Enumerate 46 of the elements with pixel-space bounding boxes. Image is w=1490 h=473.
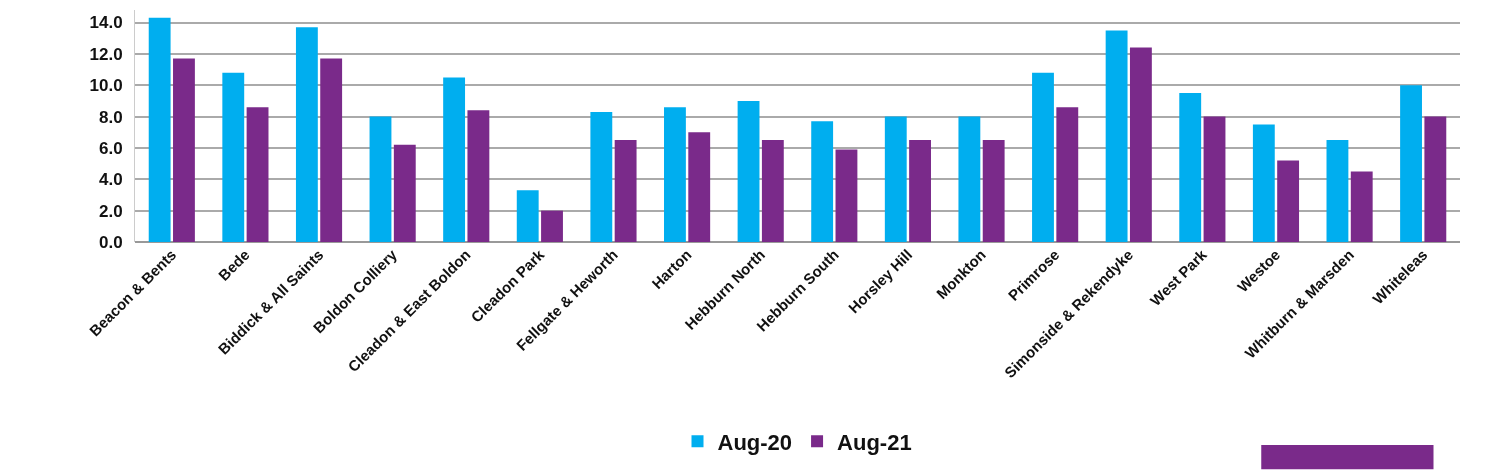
y-tick-label: 10.0 [89,76,123,96]
y-tick-label: 6.0 [98,138,123,158]
bar [614,140,637,242]
bar [1105,30,1128,242]
bar [737,100,760,242]
bar [1252,124,1275,242]
bar [1350,171,1373,242]
bar [590,111,613,242]
bar [173,58,195,242]
bar [1129,47,1152,242]
y-tick-label: 4.0 [98,170,123,190]
bar [393,144,416,242]
bar [516,190,539,242]
bar [1203,116,1226,242]
y-tick-label: 14.0 [89,13,123,33]
bar [884,116,907,242]
bar [295,27,318,242]
bar [1326,140,1349,242]
bar [148,17,171,242]
bar [320,58,343,242]
legend-label: Aug-20 [717,429,793,455]
y-tick-label: 0.0 [98,232,123,252]
bar [811,121,834,242]
y-tick-label: 12.0 [89,44,123,64]
bar [761,140,784,242]
bar [1424,116,1447,242]
y-tick-label: 8.0 [98,107,123,127]
bar [1179,93,1202,242]
bar [664,107,686,242]
bar [1277,160,1300,242]
bar [1056,107,1079,242]
bar [222,72,245,242]
y-tick-label: 2.0 [98,201,123,221]
bar [1032,72,1054,242]
bar [909,140,931,242]
bar [1400,85,1422,242]
bar [369,116,392,242]
legend-label: Aug-21 [837,429,912,455]
bar [982,140,1005,242]
bar [443,77,466,242]
bar [835,149,858,242]
bar [688,132,711,242]
bar [246,107,269,242]
bar [541,210,563,242]
bar [958,116,981,242]
bar [467,110,490,242]
